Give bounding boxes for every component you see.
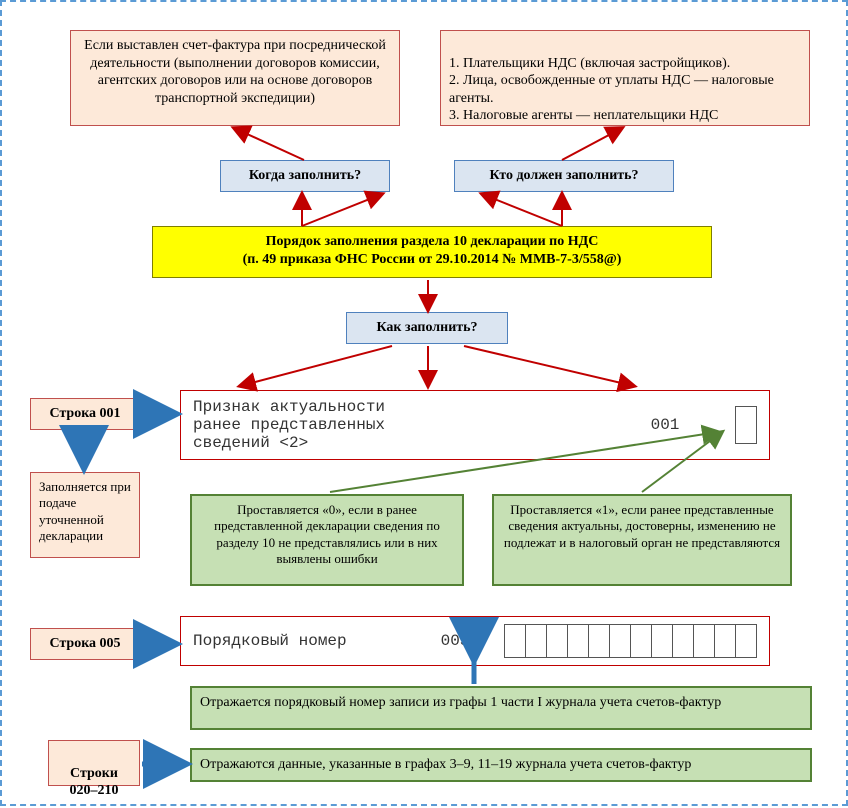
box-who: Кто должен заполнить? xyxy=(454,160,674,192)
form-001-cell xyxy=(735,406,757,444)
title-line2: (п. 49 приказа ФНС России от 29.10.2014 … xyxy=(243,252,622,267)
form-row-005: Порядковый номер 005 xyxy=(180,616,770,666)
text: Заполняется при подаче уточненной деклар… xyxy=(39,479,131,543)
diagram-canvas: Если выставлен счет-фактура при посредни… xyxy=(0,0,848,806)
text: Строки 020–210 xyxy=(70,766,119,799)
text: Отражаются данные, указанные в графах 3–… xyxy=(200,757,691,772)
label-row-005: Строка 005 xyxy=(30,628,140,660)
text: Кто должен заполнить? xyxy=(489,168,638,183)
box-title: Порядок заполнения раздела 10 декларации… xyxy=(152,226,712,278)
form-001-label: Признак актуальности ранее представленны… xyxy=(193,398,635,452)
form-005-cells xyxy=(505,624,757,658)
form-row-001: Признак актуальности ранее представленны… xyxy=(180,390,770,460)
box-value-1: Проставляется «1», если ранее представле… xyxy=(492,494,792,586)
box-how: Как заполнить? xyxy=(346,312,508,344)
box-when: Когда заполнить? xyxy=(220,160,390,192)
form-001-code: 001 xyxy=(635,416,695,434)
text: Если выставлен счет-фактура при посредни… xyxy=(84,38,386,106)
text: Отражается порядковый номер записи из гр… xyxy=(200,695,721,710)
text: Проставляется «1», если ранее представле… xyxy=(504,502,780,550)
box-seq-note: Отражается порядковый номер записи из гр… xyxy=(190,686,812,730)
text: 1. Плательщики НДС (включая застройщиков… xyxy=(449,56,774,124)
title-line1: Порядок заполнения раздела 10 декларации… xyxy=(266,234,599,249)
box-value-0: Проставляется «0», если в ранее представ… xyxy=(190,494,464,586)
text: Когда заполнить? xyxy=(249,168,361,183)
text: Строка 005 xyxy=(49,636,120,651)
note-row-001: Заполняется при подаче уточненной деклар… xyxy=(30,472,140,558)
text: Как заполнить? xyxy=(376,320,477,335)
box-data-note: Отражаются данные, указанные в графах 3–… xyxy=(190,748,812,782)
label-row-020-210: Строки 020–210 xyxy=(48,740,140,786)
box-invoice-condition: Если выставлен счет-фактура при посредни… xyxy=(70,30,400,126)
form-005-code: 005 xyxy=(425,632,485,650)
label-row-001: Строка 001 xyxy=(30,398,140,430)
text: Проставляется «0», если в ранее представ… xyxy=(214,502,440,566)
text: Строка 001 xyxy=(49,406,120,421)
box-fillers-list: 1. Плательщики НДС (включая застройщиков… xyxy=(440,30,810,126)
form-005-label: Порядковый номер xyxy=(193,632,425,650)
